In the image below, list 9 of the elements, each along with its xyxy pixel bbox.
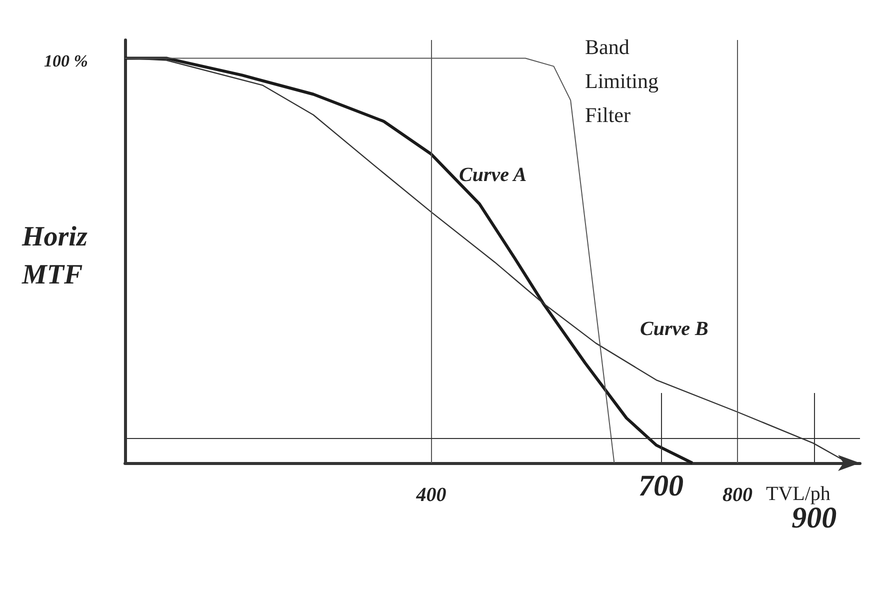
annotation: Band Limiting Filter xyxy=(585,35,664,127)
y-axis-title: Horiz MTF xyxy=(21,222,94,290)
text: 100 % xyxy=(44,52,88,70)
annotation: Curve A xyxy=(459,164,527,186)
annotation: Curve B xyxy=(640,318,708,340)
ref-line-label: 700 xyxy=(638,470,684,502)
x-tick-label: 400 xyxy=(415,484,446,506)
x-axis-title: TVL/ph xyxy=(766,483,830,505)
x-tick-label: 800 xyxy=(722,484,752,506)
